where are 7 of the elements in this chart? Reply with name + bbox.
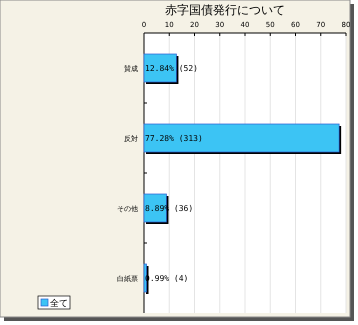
chart-title: 赤字国債発行について	[165, 3, 285, 17]
bar	[144, 54, 177, 82]
data-label: 77.28% (313)	[145, 134, 203, 143]
legend: 全て	[38, 296, 70, 310]
bar	[144, 264, 147, 292]
legend-label: 全て	[50, 298, 68, 309]
data-label: 12.84% (52)	[145, 64, 198, 73]
